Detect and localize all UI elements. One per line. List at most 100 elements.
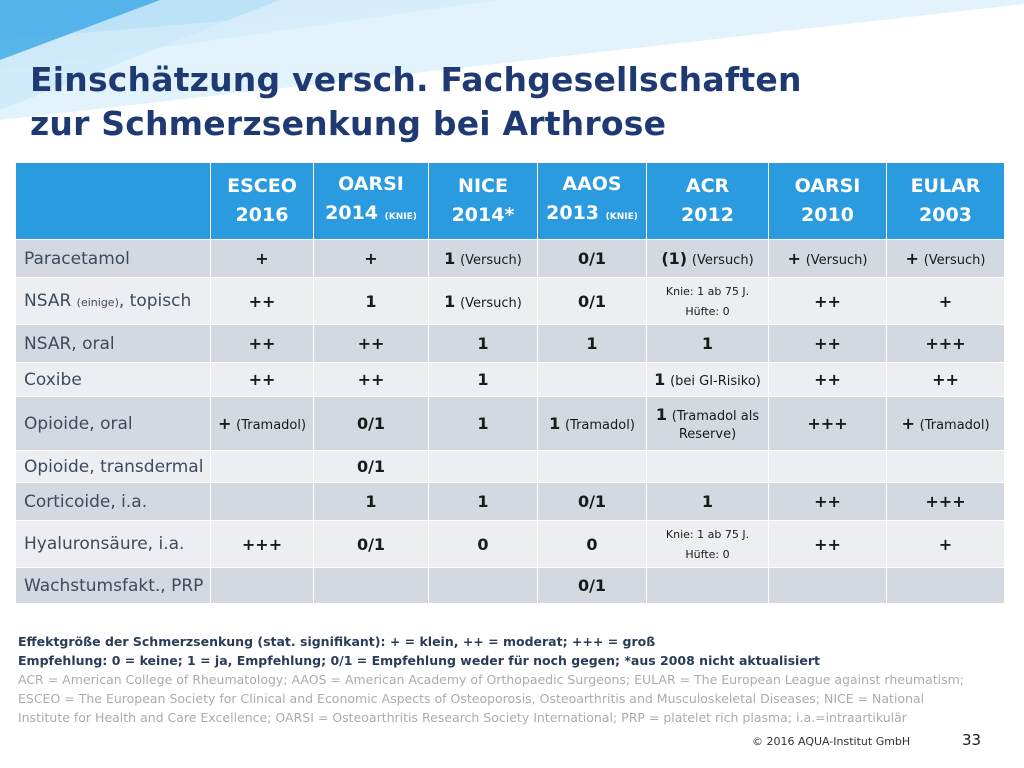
column-year: 2013 (546, 202, 600, 224)
table-cell: 0/1 (537, 567, 647, 604)
cell-value: +++ (925, 492, 966, 511)
header-corner-cell (15, 162, 211, 240)
table-cell: + (886, 277, 1005, 325)
column-year: 2016 (235, 204, 289, 226)
table-row: Hyaluronsäure, i.a. +++ 0/1 0 0 Knie: 1 … (15, 520, 1005, 568)
table-cell: ++ (768, 277, 887, 325)
table-cell: 1 (Tramadol) (537, 396, 647, 451)
cell-value: +++ (807, 414, 848, 433)
cell-value: ++ (248, 291, 276, 311)
column-year: 2003 (919, 204, 972, 226)
table-cell (210, 450, 314, 483)
table-cell: ++ (768, 324, 887, 363)
cell-value: ++ (814, 334, 841, 353)
cell-value: + (364, 249, 378, 268)
cell-note: (Tramadol als (671, 409, 760, 424)
cell-value: 0/1 (356, 414, 386, 433)
column-header: OARSI 2010 (768, 162, 887, 240)
table-cell: + (313, 239, 429, 278)
cell-note-line-2: Reserve) (678, 427, 737, 442)
row-label-text: Hyaluronsäure, i.a. (24, 534, 185, 554)
cell-value: 0 (586, 534, 598, 554)
table-cell (537, 362, 647, 397)
footnote-abbreviations-3: Institute for Health and Care Excellence… (18, 710, 907, 725)
row-label: Paracetamol (15, 239, 211, 278)
table-row: NSAR (einige), topisch ++ 1 1 (Versuch) … (15, 277, 1005, 325)
cell-value: 1 (365, 492, 377, 511)
slide-title-line-1: Einschätzung versch. Fachgesellschaften (30, 60, 802, 99)
table-row: Opioide, oral + (Tramadol) 0/1 1 1 (Tram… (15, 396, 1005, 451)
table-cell: ++ (210, 324, 314, 363)
table-cell: 1 (646, 482, 769, 521)
table-cell: 1 (428, 324, 538, 363)
cell-value: +++ (241, 534, 283, 554)
cell-value: (1) (661, 249, 688, 268)
footnote-abbreviations-1: ACR = American College of Rheumatology; … (18, 672, 965, 687)
table-cell: 0 (428, 520, 538, 568)
table-cell (886, 450, 1005, 483)
table-cell (537, 450, 647, 483)
table-cell: ++ (768, 482, 887, 521)
footnote-abbreviations-2: ESCEO = The European Society for Clinica… (18, 691, 925, 706)
row-label: Coxibe (15, 362, 211, 397)
row-label-text: Wachstumsfakt., PRP (24, 575, 204, 596)
table-cell: 1 (Tramadol als Reserve) (646, 396, 769, 451)
column-name: OARSI (338, 173, 404, 195)
table-row: Paracetamol + + 1 (Versuch) 0/1 (1) (Ver… (15, 239, 1005, 278)
cell-value: 1 (477, 370, 489, 389)
cell-value: ++ (814, 370, 841, 389)
cell-value: 1 (586, 334, 598, 353)
row-label-small: (einige) (76, 296, 119, 309)
table-row: Wachstumsfakt., PRP 0/1 (15, 567, 1005, 604)
row-label-text: Opioide, transdermal (24, 456, 204, 477)
row-label: Hyaluronsäure, i.a. (15, 520, 211, 568)
cell-value: + (255, 249, 269, 268)
row-label: NSAR, oral (15, 324, 211, 363)
table-cell: 0/1 (537, 482, 647, 521)
cell-value: 0/1 (577, 249, 607, 268)
cell-value: 0 (477, 534, 489, 554)
table-cell: 0/1 (537, 239, 647, 278)
table-cell: 1 (313, 277, 429, 325)
table-cell (210, 482, 314, 521)
cell-value: ++ (248, 370, 276, 389)
table-cell: ++ (210, 362, 314, 397)
column-name: OARSI (794, 175, 861, 197)
column-year: 2014* (451, 204, 515, 226)
cell-value: ++ (357, 334, 385, 353)
cell-value: 1 (701, 334, 714, 353)
row-label: NSAR (einige), topisch (15, 277, 211, 325)
column-header: ACR 2012 (646, 162, 769, 240)
table-cell: ++ (313, 362, 429, 397)
cell-value: 1 (477, 334, 489, 353)
table-cell (646, 450, 769, 483)
table-cell (886, 567, 1005, 604)
column-header: ESCEO 2016 (210, 162, 314, 240)
cell-value: 1 (655, 405, 667, 424)
table-cell: 1 (428, 482, 538, 521)
footnote-recommendation: Empfehlung: 0 = keine; 1 = ja, Empfehlun… (18, 653, 820, 668)
cell-value: 1 (365, 291, 377, 311)
cell-value: ++ (248, 334, 276, 353)
row-label-text: Corticoide, i.a. (24, 491, 148, 512)
cell-value: 1 (654, 370, 666, 389)
cell-value: 1 (701, 492, 714, 511)
column-name: ACR (685, 175, 730, 197)
cell-value: 0/1 (577, 576, 607, 595)
table-cell (768, 450, 887, 483)
cell-value: 1 (444, 291, 456, 311)
cell-value: ++ (814, 534, 841, 554)
table-cell: + (Versuch) (886, 239, 1005, 278)
table-cell: + (210, 239, 314, 278)
column-name: ESCEO (227, 175, 297, 197)
table-cell: (1) (Versuch) (646, 239, 769, 278)
table-cell: 0/1 (313, 520, 429, 568)
table-cell: 1 (428, 362, 538, 397)
cell-note: (bei GI-Risiko) (670, 374, 761, 389)
table-cell: 0/1 (537, 277, 647, 325)
table-cell: 1 (537, 324, 647, 363)
table-cell: 0 (537, 520, 647, 568)
cell-note: (Versuch) (923, 253, 986, 268)
cell-value: + (938, 534, 953, 554)
table-cell (428, 450, 538, 483)
